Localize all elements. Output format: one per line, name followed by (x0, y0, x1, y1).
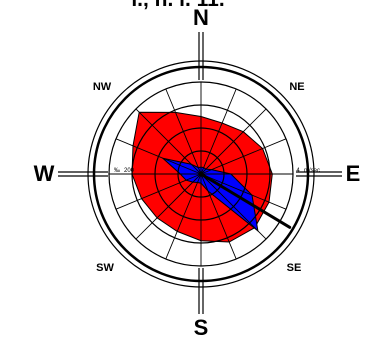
spoke-ene (200, 138, 287, 175)
spoke-ne (200, 108, 267, 175)
partial-title: l., n. l. 11. (131, 0, 224, 11)
label-nw: NW (93, 81, 112, 93)
mean-wind-vector (199, 172, 292, 229)
scale-unit-right: m/sec (304, 168, 320, 174)
spoke-sse (200, 173, 237, 260)
label-s: S (194, 315, 209, 339)
spoke-ese (200, 173, 287, 210)
spoke-nne (200, 88, 237, 175)
spoke-ssw (165, 173, 202, 260)
outer-ring-thin (87, 60, 315, 288)
spoke-nnw (165, 88, 202, 175)
spoke-nw (135, 108, 202, 175)
label-n: N (193, 5, 209, 30)
scale-unit-left: ‰ (114, 168, 120, 174)
center-point (198, 171, 204, 177)
spoke-wsw (115, 173, 202, 210)
label-ne: NE (289, 81, 304, 93)
scale-value-left: 200 (124, 168, 135, 174)
label-w: W (34, 161, 55, 186)
scale-value-right: 4 (296, 168, 300, 174)
spoke-wnw (115, 138, 202, 175)
label-se: SE (287, 262, 302, 274)
label-sw: SW (96, 262, 114, 274)
outer-ring (92, 65, 310, 283)
spoke-sw (135, 173, 202, 240)
spoke-se (200, 173, 267, 240)
wind-rose-plot (58, 32, 342, 314)
label-e: E (346, 161, 361, 186)
